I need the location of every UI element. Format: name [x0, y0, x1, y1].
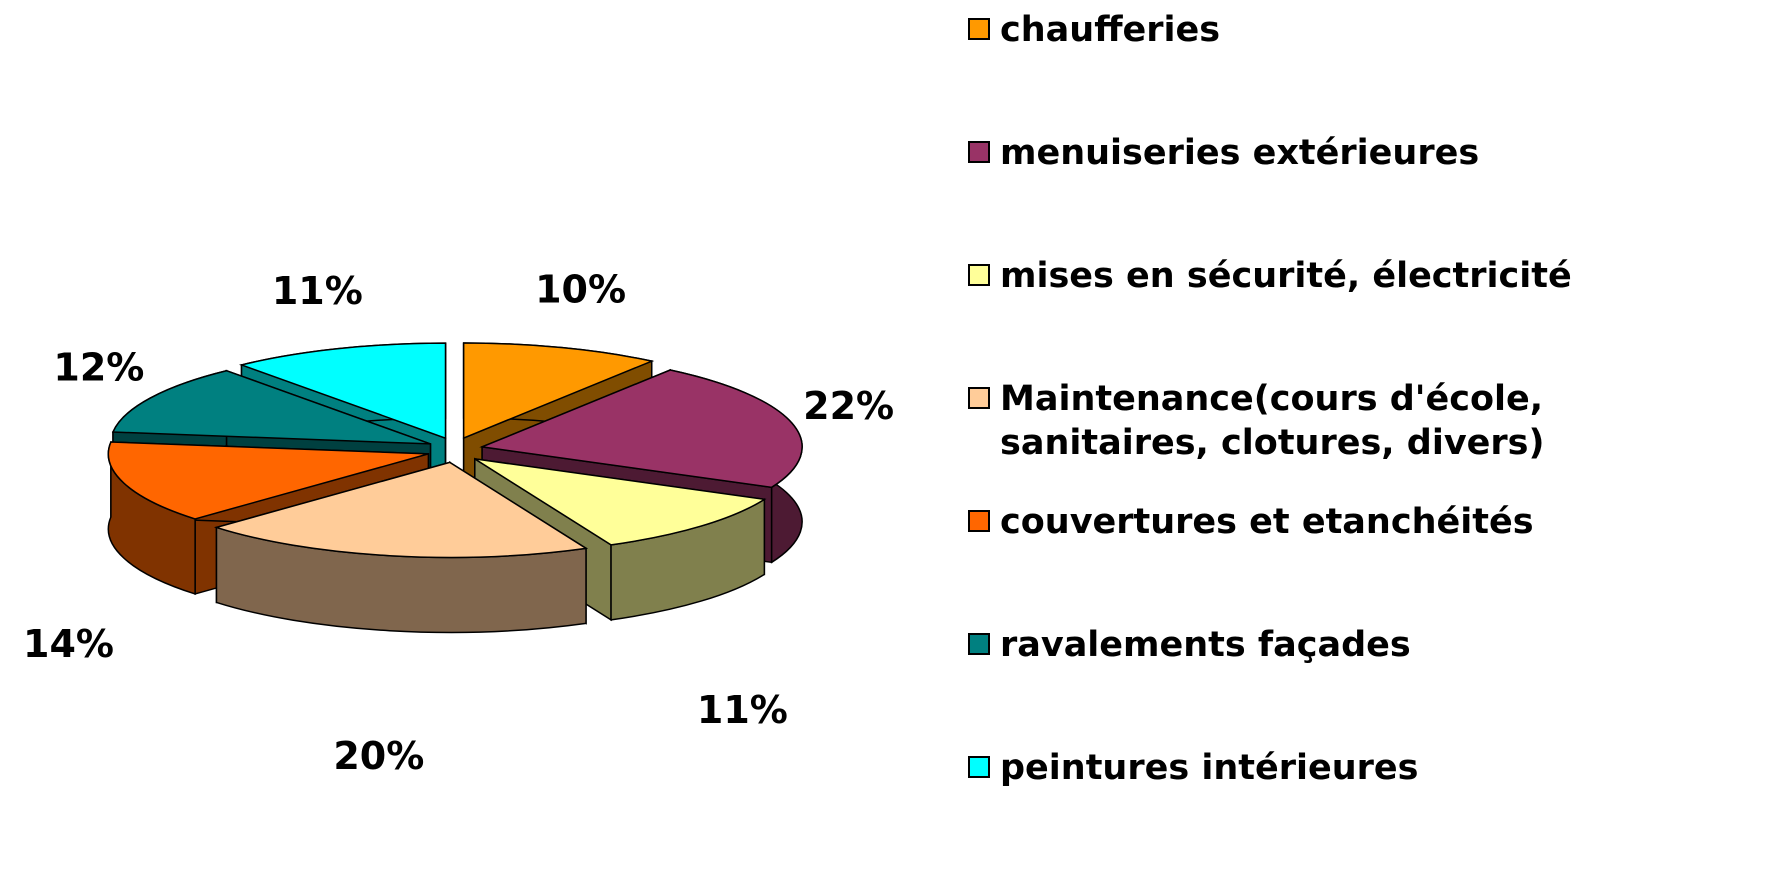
data-label: 14% [23, 622, 114, 666]
slice [462, 342, 655, 440]
data-label: 10% [535, 267, 626, 311]
slice [111, 369, 431, 445]
legend-label: peintures intérieures [1000, 748, 1419, 788]
slice [474, 458, 767, 546]
legend-swatch [968, 387, 990, 409]
legend-swatch [968, 510, 990, 532]
legend-item: ravalements façades [968, 623, 1768, 667]
legend-item: Maintenance(cours d'école, sanitaires, c… [968, 377, 1768, 465]
data-label: 11% [697, 688, 788, 732]
data-label: 11% [272, 269, 363, 313]
legend-swatch [968, 141, 990, 163]
legend-swatch [968, 633, 990, 655]
legend-label: mises en sécurité, électricité [1000, 256, 1572, 296]
legend-swatch [968, 756, 990, 778]
legend-label: chaufferies [1000, 10, 1221, 50]
legend-item: couvertures et etanchéités [968, 500, 1768, 544]
legend-swatch [968, 18, 990, 40]
pie-area: 10% 22% 11% 20% 14% 12% 11% [23, 267, 894, 778]
legend-swatch [968, 264, 990, 286]
slice [213, 461, 589, 559]
legend-item: chaufferies [968, 8, 1768, 52]
data-label: 22% [803, 384, 894, 428]
legend-label: menuiseries extérieures [1000, 133, 1480, 173]
legend-label: couvertures et etanchéités [1000, 502, 1534, 542]
slice [238, 342, 447, 440]
legend-item: peintures intérieures [968, 746, 1768, 790]
legend-label: ravalements façades [1000, 625, 1411, 665]
legend-item: mises en sécurité, électricité [968, 254, 1768, 298]
legend-item: menuiseries extérieures [968, 131, 1768, 175]
data-label: 20% [333, 734, 424, 778]
slice [107, 441, 429, 520]
data-label: 12% [53, 345, 144, 389]
slice [479, 369, 803, 489]
legend-label: Maintenance(cours d'école, sanitaires, c… [1000, 379, 1545, 463]
